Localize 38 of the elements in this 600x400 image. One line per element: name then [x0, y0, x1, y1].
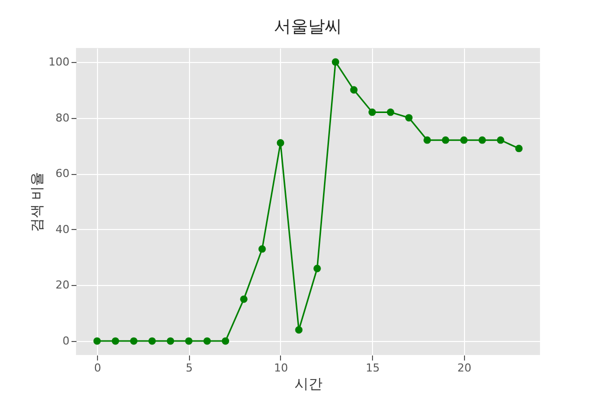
point: [148, 337, 156, 345]
x-axis-title: 시간: [294, 376, 322, 392]
point: [112, 337, 120, 345]
y-tick-label: 40: [56, 222, 70, 236]
point: [424, 136, 431, 144]
point: [240, 295, 248, 303]
point: [185, 337, 192, 345]
y-tick-label: 0: [62, 334, 70, 348]
x-tick-label: 5: [186, 362, 193, 374]
chart-title: 서울날씨: [274, 17, 342, 37]
y-tick-label: 20: [56, 278, 70, 292]
point: [460, 136, 468, 144]
point: [295, 326, 303, 334]
y-tick-label: 80: [56, 111, 70, 124]
point: [166, 337, 174, 345]
y-tick-label: 100: [48, 55, 70, 68]
point: [203, 337, 211, 345]
y-tick-label: 60: [56, 167, 70, 180]
point: [313, 264, 321, 272]
x-tick-label: 10: [274, 362, 288, 374]
point: [130, 337, 138, 345]
point: [222, 337, 230, 345]
point: [332, 58, 340, 66]
point: [478, 136, 486, 144]
x-tick-label: 15: [366, 362, 380, 374]
point: [442, 136, 450, 144]
point: [496, 136, 504, 144]
point: [93, 337, 101, 345]
point: [368, 108, 376, 116]
x-tick-label: 20: [457, 362, 472, 374]
point: [276, 139, 284, 147]
point: [515, 144, 523, 152]
point: [405, 114, 413, 122]
y-axis-title: 검색 비율: [30, 172, 46, 232]
point: [350, 86, 358, 94]
x-tick-label: 0: [94, 362, 102, 374]
point: [258, 245, 266, 253]
point: [386, 108, 394, 116]
